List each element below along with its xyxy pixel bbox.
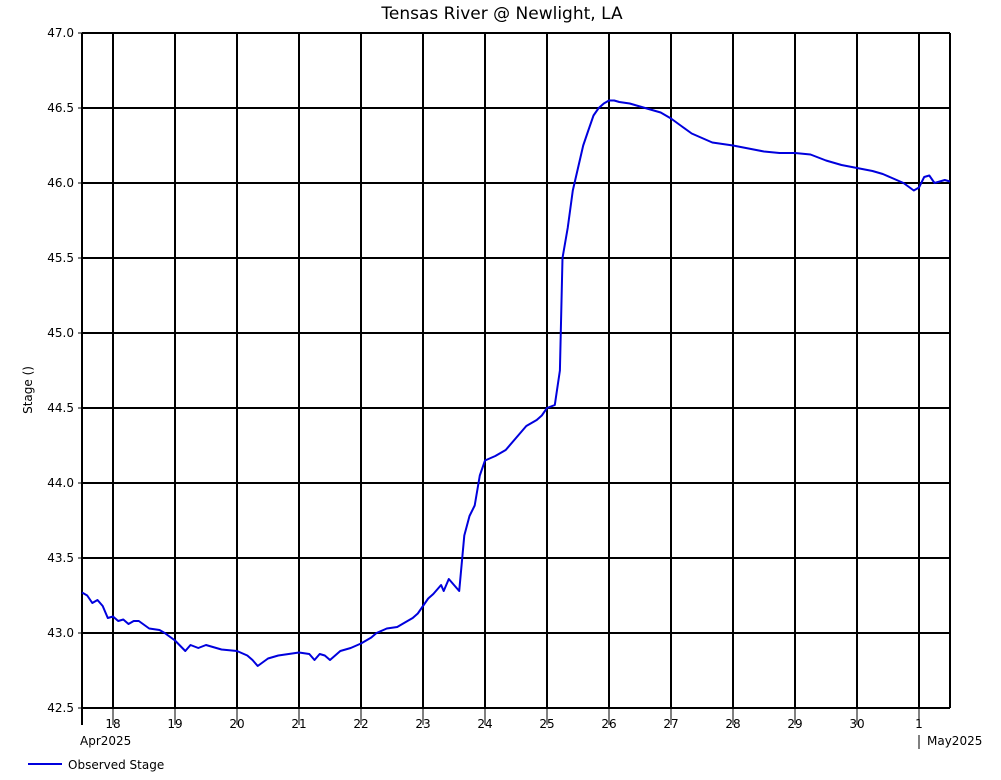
y-tick-label: 43.5 bbox=[47, 551, 74, 565]
x-tick-label: 1 bbox=[915, 717, 923, 731]
x-period-label: May2025 bbox=[927, 734, 982, 748]
series-observed-stage bbox=[81, 99, 951, 667]
y-tick-label: 46.5 bbox=[47, 101, 74, 115]
series-layer bbox=[81, 99, 951, 667]
tick-labels: 42.5 43.0 43.5 44.0 44.5 45.0 45.5 46.0 46.5 47.0… bbox=[47, 26, 982, 749]
x-tick-label: 30 bbox=[849, 717, 864, 731]
x-tick-label: 19 bbox=[167, 717, 182, 731]
x-tick-label: 28 bbox=[725, 717, 740, 731]
legend-label-observed-stage: Observed Stage bbox=[68, 758, 164, 772]
y-tick-label: 46.0 bbox=[47, 176, 74, 190]
y-tick-label: 43.0 bbox=[47, 626, 74, 640]
x-tick-label: 24 bbox=[477, 717, 492, 731]
y-tick-label: 45.5 bbox=[47, 251, 74, 265]
x-tick-label: 22 bbox=[353, 717, 368, 731]
x-tick-label: 23 bbox=[415, 717, 430, 731]
y-tick-label: 44.5 bbox=[47, 401, 74, 415]
chart-title: Tensas River @ Newlight, LA bbox=[380, 4, 623, 24]
x-tick-label: 18 bbox=[105, 717, 120, 731]
y-tick-label: 45.0 bbox=[47, 326, 74, 340]
grid-lines bbox=[78, 32, 951, 725]
y-tick-label: 44.0 bbox=[47, 476, 74, 490]
x-tick-label: 27 bbox=[663, 717, 678, 731]
y-tick-label: 42.5 bbox=[47, 701, 74, 715]
y-tick-label: 47.0 bbox=[47, 26, 74, 40]
x-tick-label: 26 bbox=[601, 717, 616, 731]
x-tick-label: 29 bbox=[787, 717, 802, 731]
x-tick-label: 21 bbox=[291, 717, 306, 731]
x-tick-label: 20 bbox=[229, 717, 244, 731]
x-period-label: Apr2025 bbox=[80, 734, 131, 748]
legend: Observed Stage bbox=[28, 758, 164, 772]
x-tick-label: 25 bbox=[539, 717, 554, 731]
y-axis-label: Stage () bbox=[21, 366, 35, 414]
